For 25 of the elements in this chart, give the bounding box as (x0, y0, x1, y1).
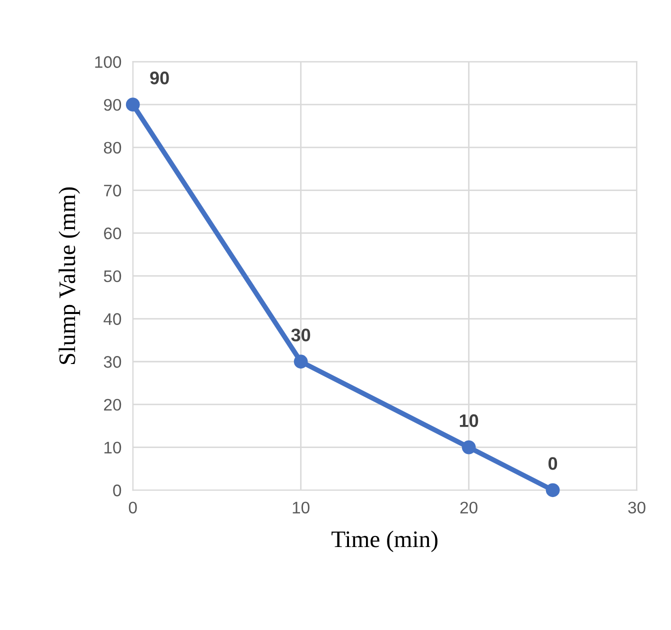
x-tick-label: 20 (460, 502, 478, 514)
y-tick-label: 0 (113, 484, 122, 496)
point (294, 354, 308, 369)
point (546, 483, 560, 498)
y-axis-title: Slump Value (mm) (58, 187, 80, 364)
x-tick-label: 0 (128, 502, 137, 514)
point (462, 440, 476, 454)
y-tick-label: 50 (104, 270, 122, 282)
y-tick-label: 30 (104, 356, 122, 368)
x-tick-label: 10 (292, 502, 310, 514)
y-tick-label: 60 (104, 228, 122, 240)
y-tick-label: 90 (104, 98, 122, 111)
y-tick-label: 10 (104, 442, 122, 454)
x-axis-title: Time (min) (332, 530, 438, 552)
data-label: 30 (291, 328, 310, 342)
x-tick-label: 30 (628, 502, 646, 514)
y-tick-label: 80 (104, 142, 122, 154)
point (126, 98, 140, 112)
y-tick-label: 40 (104, 313, 122, 325)
data-label: 90 (150, 72, 169, 84)
y-tick-label: 100 (95, 56, 122, 68)
y-tick-label: 70 (104, 184, 122, 196)
data-label: 0 (548, 457, 558, 470)
y-tick-label: 20 (104, 398, 122, 411)
data-label: 10 (460, 414, 478, 428)
